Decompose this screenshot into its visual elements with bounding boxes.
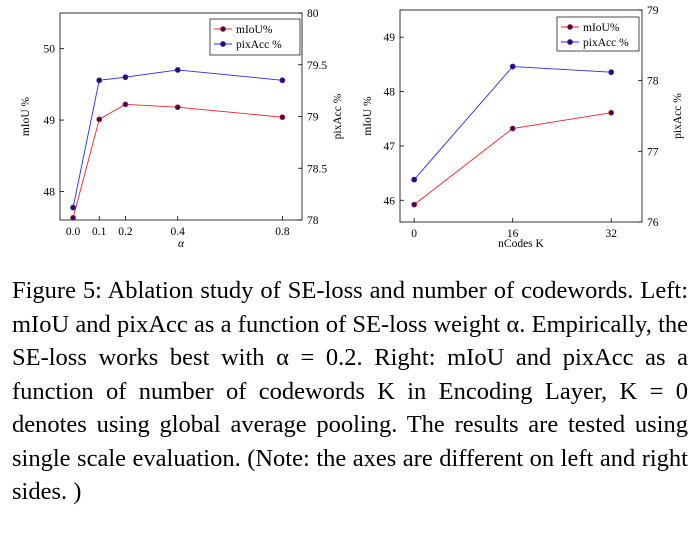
chart-ncodes: 0 16 32 46 47 48 49 76 77 78 79 nCodes K mIoU % pixAc… [362, 5, 684, 250]
y2-tick-label: 78 [647, 76, 659, 88]
x-tick-label: 0.8 [275, 226, 290, 238]
data-point-pixacc [70, 204, 76, 211]
legend-swatch-marker [567, 24, 573, 30]
y-tick-label: 46 [384, 195, 396, 207]
data-point-pixacc [96, 77, 103, 84]
plot-frame [399, 9, 643, 223]
x-tick-label: 0.4 [171, 226, 186, 238]
data-point-miou [70, 214, 76, 221]
legend-box [556, 16, 640, 52]
legend-entry-label: pixAcc % [236, 39, 282, 51]
y-tick-label: 49 [44, 115, 56, 127]
y2-tick-label: 79 [307, 112, 319, 124]
y-tick-label: 49 [384, 32, 396, 44]
y2-axis-label: pixAcc % [672, 93, 684, 139]
x-tick-label: 16 [507, 228, 519, 240]
legend-entry-label: pixAcc % [583, 37, 629, 49]
x-tick-label: 0 [411, 228, 417, 240]
legend-entry-label: mIoU% [583, 22, 620, 34]
data-point-miou [509, 125, 516, 132]
y2-tick-label: 80 [307, 8, 319, 20]
legend: mIoU% pixAcc % [556, 16, 640, 52]
figure-caption: Figure 5: Ablation study of SE-loss and … [12, 277, 688, 505]
data-point-pixacc [411, 176, 418, 183]
y2-tick-label: 78.5 [307, 163, 327, 175]
y-axis-label: mIoU % [20, 96, 32, 136]
legend-swatch-marker [220, 41, 226, 47]
data-point-miou [411, 201, 418, 208]
data-point-miou [96, 116, 103, 123]
x-tick-label: 0.0 [66, 226, 81, 238]
x-axis-label: nCodes K [498, 238, 544, 250]
chart-se-loss-weight: 0.0 0.1 0.2 0.4 0.8 48 49 50 78 78.5 79 79.5 80 α mIoU… [20, 8, 344, 250]
y2-tick-label: 76 [647, 217, 659, 229]
series-line-pixacc [413, 66, 612, 180]
data-point-pixacc [279, 77, 286, 84]
data-point-pixacc [509, 63, 516, 70]
x-tick-label: 0.2 [118, 226, 133, 238]
y-tick-label: 50 [44, 44, 56, 56]
data-point-pixacc [122, 74, 129, 81]
figure-charts: 0.0 0.1 0.2 0.4 0.8 48 49 50 78 78.5 79 79.5 80 α mIoU… [20, 5, 684, 250]
data-point-pixacc [174, 67, 181, 73]
y2-tick-label: 77 [647, 146, 659, 158]
y2-axis-label: pixAcc % [332, 93, 344, 139]
data-point-miou [174, 104, 181, 111]
legend-entry-label: mIoU% [236, 24, 273, 36]
data-point-miou [279, 114, 286, 121]
legend-swatch-marker [567, 39, 573, 45]
legend-swatch-marker [220, 26, 226, 32]
x-tick-label: 32 [605, 228, 617, 240]
series-line-miou [72, 103, 283, 218]
data-point-pixacc [608, 69, 615, 76]
series-line-pixacc [72, 69, 283, 208]
y-tick-label: 48 [44, 186, 56, 198]
y-axis-label: mIoU % [362, 96, 374, 136]
x-axis-label: α [178, 238, 185, 250]
legend-box [209, 18, 301, 56]
y2-tick-label: 78 [307, 215, 319, 227]
data-point-miou [608, 109, 615, 116]
y-tick-label: 48 [384, 87, 396, 99]
x-tick-label: 0.1 [92, 226, 107, 238]
y2-tick-label: 79 [647, 5, 659, 17]
y-tick-label: 47 [384, 141, 396, 153]
data-point-miou [122, 101, 129, 108]
y2-tick-label: 79.5 [307, 60, 327, 72]
legend: mIoU% pixAcc % [209, 18, 301, 56]
